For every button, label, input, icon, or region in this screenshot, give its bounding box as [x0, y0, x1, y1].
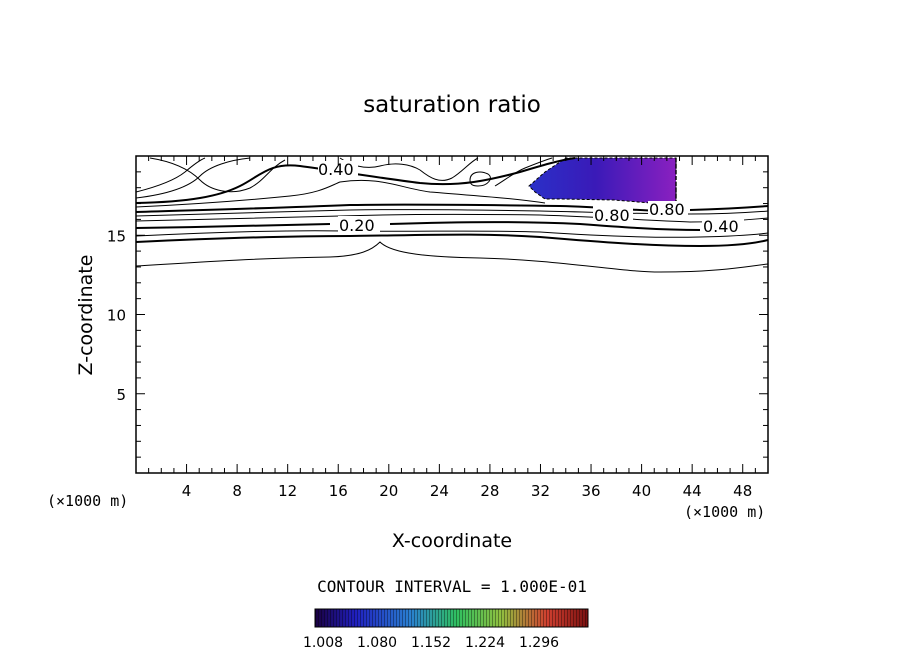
contour-line	[136, 233, 768, 248]
contour-line	[339, 157, 479, 181]
x-tick-label: 28	[480, 482, 499, 500]
contour-line	[469, 171, 491, 187]
y-tick-label: 15	[107, 227, 126, 245]
contour-line	[494, 157, 553, 187]
chart-title: saturation ratio	[363, 92, 541, 118]
plot-area: 0.40 0.20 0.80 0.80 0.40	[136, 157, 768, 273]
contour-line	[136, 213, 768, 223]
x-tick-label: 4	[182, 482, 192, 500]
colorbar-label: 1.080	[357, 635, 397, 651]
contour-line	[136, 221, 701, 231]
y-tick-labels: 5 10 15	[107, 227, 126, 404]
contour-lines	[136, 157, 768, 273]
contour-label: 0.40	[703, 217, 739, 236]
x-tick-label: 20	[379, 482, 398, 500]
supersaturated-region	[528, 157, 677, 206]
contour-label: 0.80	[594, 206, 630, 225]
x-unit-left: (×1000 m)	[47, 492, 128, 510]
contour-line	[136, 179, 546, 208]
colorbar-label: 1.224	[465, 635, 505, 651]
contour-label: 0.40	[318, 160, 354, 179]
x-tick-label: 44	[683, 482, 702, 500]
y-tick-label: 10	[107, 307, 126, 325]
contour-label: 0.80	[649, 200, 685, 219]
x-tick-label: 24	[430, 482, 449, 500]
colorbar-label: 1.008	[303, 635, 343, 651]
x-tick-label: 48	[733, 482, 752, 500]
x-tick-label: 16	[329, 482, 348, 500]
x-axis-label: X-coordinate	[392, 530, 512, 552]
x-tick-label: 40	[632, 482, 651, 500]
colorbar-labels: 1.008 1.080 1.152 1.224 1.296	[303, 635, 559, 651]
contour-line	[136, 209, 768, 217]
x-tick-label: 12	[278, 482, 297, 500]
contour-line	[136, 241, 768, 273]
colorbar	[314, 608, 589, 628]
contour-line	[136, 157, 206, 193]
contour-labels: 0.40 0.20 0.80 0.80 0.40	[318, 160, 744, 236]
contour-line	[136, 230, 768, 238]
contour-line	[136, 157, 251, 199]
x-tick-label: 32	[531, 482, 550, 500]
axis-ticks	[136, 156, 768, 473]
y-axis-label: Z-coordinate	[75, 255, 97, 376]
x-tick-label: 8	[232, 482, 242, 500]
contour-interval-text: CONTOUR INTERVAL = 1.000E-01	[317, 577, 587, 596]
contour-line	[149, 157, 286, 193]
colorbar-label: 1.296	[519, 635, 559, 651]
contour-label: 0.20	[339, 216, 375, 235]
x-tick-label: 36	[581, 482, 600, 500]
colorbar-label: 1.152	[411, 635, 451, 651]
y-tick-label: 5	[116, 386, 126, 404]
x-tick-labels: 4 8 12 16 20 24 28 32 36 40 44 48	[182, 482, 752, 500]
x-unit-right: (×1000 m)	[684, 503, 765, 521]
